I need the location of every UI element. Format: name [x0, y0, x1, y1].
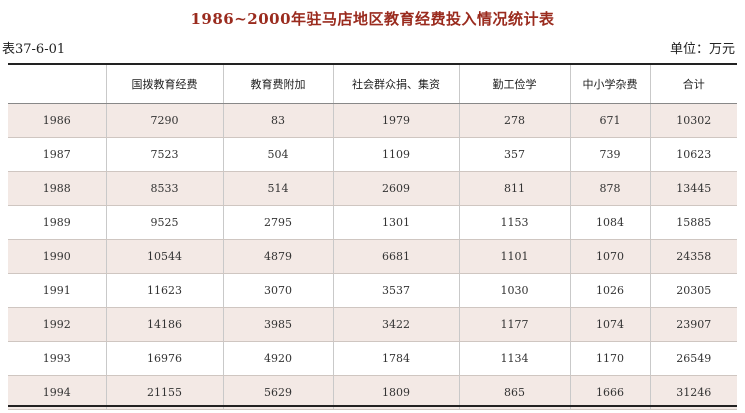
cell-state-funding: 9525 — [105, 205, 223, 240]
cell-year: 1991 — [8, 273, 106, 308]
top-rule — [8, 63, 737, 65]
table-row: 1988 8533 514 2609 811 878 13445 — [8, 171, 737, 206]
cell-total: 10302 — [649, 103, 737, 138]
header-cell-social-donations: 社会群众捐、集资 — [332, 65, 459, 104]
header-cell-state-funding: 国拨教育经费 — [105, 65, 223, 104]
cell-year: 1992 — [8, 307, 106, 342]
cell-work-study: 865 — [458, 375, 570, 410]
cell-state-funding: 16976 — [105, 341, 223, 376]
bottom-rule — [8, 405, 737, 407]
cell-year: 1994 — [8, 375, 106, 410]
cell-school-fees: 1074 — [569, 307, 650, 342]
cell-state-funding: 14186 — [105, 307, 223, 342]
table-row: 1992 14186 3985 3422 1177 1074 23907 — [8, 307, 737, 342]
cell-school-fees: 1666 — [569, 375, 650, 410]
cell-school-fees: 1084 — [569, 205, 650, 240]
cell-social-donations: 2609 — [332, 171, 459, 206]
header-row: 国拨教育经费 教育费附加 社会群众捐、集资 勤工俭学 中小学杂费 合计 — [8, 65, 737, 104]
cell-state-funding: 21155 — [105, 375, 223, 410]
table-row: 1991 11623 3070 3537 1030 1026 20305 — [8, 273, 737, 308]
cell-school-fees: 1026 — [569, 273, 650, 308]
header-cell-year — [8, 65, 106, 104]
table-body: 1986 7290 83 1979 278 671 10302 1987 7523 504 1109… — [8, 103, 737, 410]
cell-school-fees: 739 — [569, 137, 650, 172]
cell-education-surcharge: 3985 — [222, 307, 333, 342]
cell-work-study: 811 — [458, 171, 570, 206]
table-row: 1987 7523 504 1109 357 739 10623 — [8, 137, 737, 172]
unit-label: 单位：万元 — [669, 42, 735, 57]
cell-total: 13445 — [649, 171, 737, 206]
cell-year: 1993 — [8, 341, 106, 376]
table-number: 表37-6-01 — [2, 42, 66, 57]
cell-school-fees: 1070 — [569, 239, 650, 274]
header-cell-school-fees: 中小学杂费 — [569, 65, 650, 104]
cell-year: 1987 — [8, 137, 106, 172]
header-cell-total: 合计 — [649, 65, 737, 104]
cell-social-donations: 1979 — [332, 103, 459, 138]
cell-work-study: 1177 — [458, 307, 570, 342]
cell-total: 10623 — [649, 137, 737, 172]
table-row: 1990 10544 4879 6681 1101 1070 24358 — [8, 239, 737, 274]
cell-work-study: 278 — [458, 103, 570, 138]
header-cell-education-surcharge: 教育费附加 — [222, 65, 333, 104]
cell-education-surcharge: 5629 — [222, 375, 333, 410]
cell-year: 1988 — [8, 171, 106, 206]
cell-social-donations: 1301 — [332, 205, 459, 240]
cell-education-surcharge: 4879 — [222, 239, 333, 274]
table-row: 1986 7290 83 1979 278 671 10302 — [8, 103, 737, 138]
cell-state-funding: 10544 — [105, 239, 223, 274]
cell-education-surcharge: 514 — [222, 171, 333, 206]
cell-state-funding: 8533 — [105, 171, 223, 206]
cell-year: 1986 — [8, 103, 106, 138]
table-row: 1989 9525 2795 1301 1153 1084 15885 — [8, 205, 737, 240]
cell-social-donations: 3537 — [332, 273, 459, 308]
table-row: 1993 16976 4920 1784 1134 1170 26549 — [8, 341, 737, 376]
table-row: 1994 21155 5629 1809 865 1666 31246 — [8, 375, 737, 410]
education-funding-table: 国拨教育经费 教育费附加 社会群众捐、集资 勤工俭学 中小学杂费 合计 1986… — [8, 65, 737, 410]
cell-work-study: 1101 — [458, 239, 570, 274]
cell-school-fees: 1170 — [569, 341, 650, 376]
header-cell-work-study: 勤工俭学 — [458, 65, 570, 104]
cell-education-surcharge: 2795 — [222, 205, 333, 240]
cell-school-fees: 671 — [569, 103, 650, 138]
cell-work-study: 1030 — [458, 273, 570, 308]
cell-total: 23907 — [649, 307, 737, 342]
cell-year: 1990 — [8, 239, 106, 274]
cell-education-surcharge: 83 — [222, 103, 333, 138]
cell-social-donations: 1109 — [332, 137, 459, 172]
cell-social-donations: 3422 — [332, 307, 459, 342]
cell-total: 31246 — [649, 375, 737, 410]
cell-school-fees: 878 — [569, 171, 650, 206]
cell-work-study: 357 — [458, 137, 570, 172]
cell-year: 1989 — [8, 205, 106, 240]
cell-state-funding: 7523 — [105, 137, 223, 172]
cell-social-donations: 1809 — [332, 375, 459, 410]
cell-social-donations: 1784 — [332, 341, 459, 376]
page-title: 1986~2000年驻马店地区教育经费投入情况统计表 — [190, 10, 555, 28]
cell-total: 15885 — [649, 205, 737, 240]
cell-work-study: 1134 — [458, 341, 570, 376]
cell-work-study: 1153 — [458, 205, 570, 240]
cell-education-surcharge: 3070 — [222, 273, 333, 308]
cell-total: 24358 — [649, 239, 737, 274]
cell-total: 26549 — [649, 341, 737, 376]
cell-total: 20305 — [649, 273, 737, 308]
cell-social-donations: 6681 — [332, 239, 459, 274]
cell-state-funding: 11623 — [105, 273, 223, 308]
cell-education-surcharge: 4920 — [222, 341, 333, 376]
cell-state-funding: 7290 — [105, 103, 223, 138]
cell-education-surcharge: 504 — [222, 137, 333, 172]
